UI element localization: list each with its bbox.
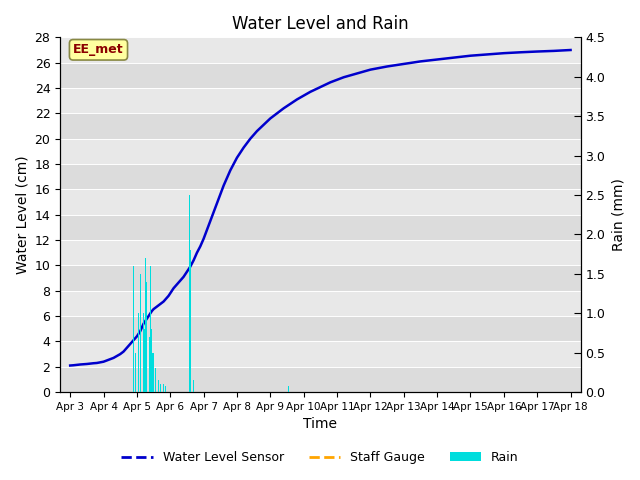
Bar: [60, 113, 580, 139]
Bar: [60, 316, 580, 341]
Bar: [60, 190, 580, 215]
Bar: [60, 367, 580, 392]
Bar: [60, 139, 580, 164]
Bar: [60, 88, 580, 113]
Bar: [60, 164, 580, 190]
Bar: [60, 63, 580, 88]
Y-axis label: Water Level (cm): Water Level (cm): [15, 156, 29, 274]
Text: EE_met: EE_met: [73, 43, 124, 56]
Bar: [60, 291, 580, 316]
X-axis label: Time: Time: [303, 418, 337, 432]
Bar: [60, 240, 580, 265]
Bar: [60, 215, 580, 240]
Y-axis label: Rain (mm): Rain (mm): [611, 178, 625, 251]
Bar: [60, 341, 580, 367]
Bar: [60, 37, 580, 63]
Bar: [60, 265, 580, 291]
Title: Water Level and Rain: Water Level and Rain: [232, 15, 409, 33]
Legend: Water Level Sensor, Staff Gauge, Rain: Water Level Sensor, Staff Gauge, Rain: [116, 446, 524, 469]
